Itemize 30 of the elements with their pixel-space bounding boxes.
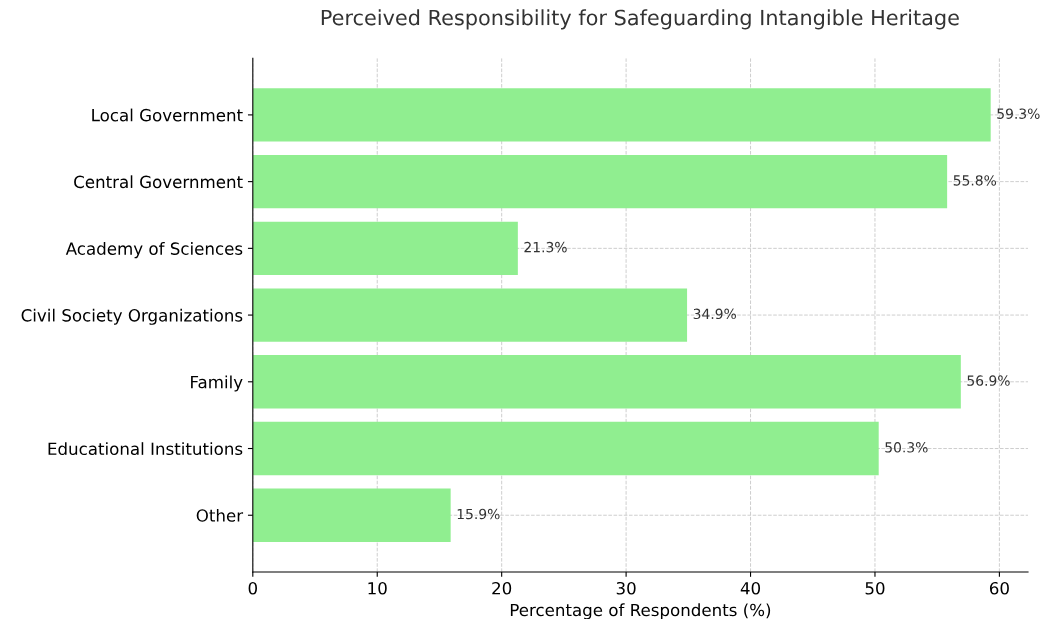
data-label: 50.3% — [885, 442, 928, 453]
y-tick-label: Central Government — [74, 175, 243, 189]
x-tick-label: 60 — [989, 581, 1009, 595]
x-tick-label: 20 — [492, 581, 512, 595]
y-tick-label: Academy of Sciences — [65, 242, 243, 259]
data-label: 56.9% — [967, 375, 1010, 386]
data-label: 59.3% — [997, 108, 1040, 119]
bar — [252, 355, 961, 409]
bar — [252, 421, 879, 476]
y-tick-label: Family — [191, 375, 243, 392]
y-tick-label: Educational Institutions — [48, 442, 243, 456]
y-tick-label: Other — [196, 508, 244, 522]
data-label: 55.8% — [953, 175, 997, 186]
x-tick-label: 10 — [368, 581, 387, 595]
x-tick-label: 0 — [248, 581, 257, 595]
x-tick-label: 30 — [616, 581, 636, 595]
x-tick-label: 50 — [865, 581, 885, 595]
x-axis-title: Percentage of Respondents (%) — [510, 603, 771, 619]
chart-title: Perceived Responsibility for Safeguarding Intangible Heritage — [321, 9, 959, 30]
x-tick-label: 40 — [740, 581, 761, 595]
data-label: 21.3% — [524, 241, 567, 253]
bar — [252, 154, 948, 209]
y-tick-label: Civil Society Organizations — [21, 308, 243, 325]
bar — [252, 488, 451, 542]
data-label: 34.9% — [693, 308, 736, 320]
y-tick-label: Local Government — [92, 108, 243, 122]
bar — [252, 88, 991, 142]
bar — [252, 288, 688, 342]
bar — [252, 221, 518, 276]
data-label: 15.9% — [457, 508, 500, 520]
